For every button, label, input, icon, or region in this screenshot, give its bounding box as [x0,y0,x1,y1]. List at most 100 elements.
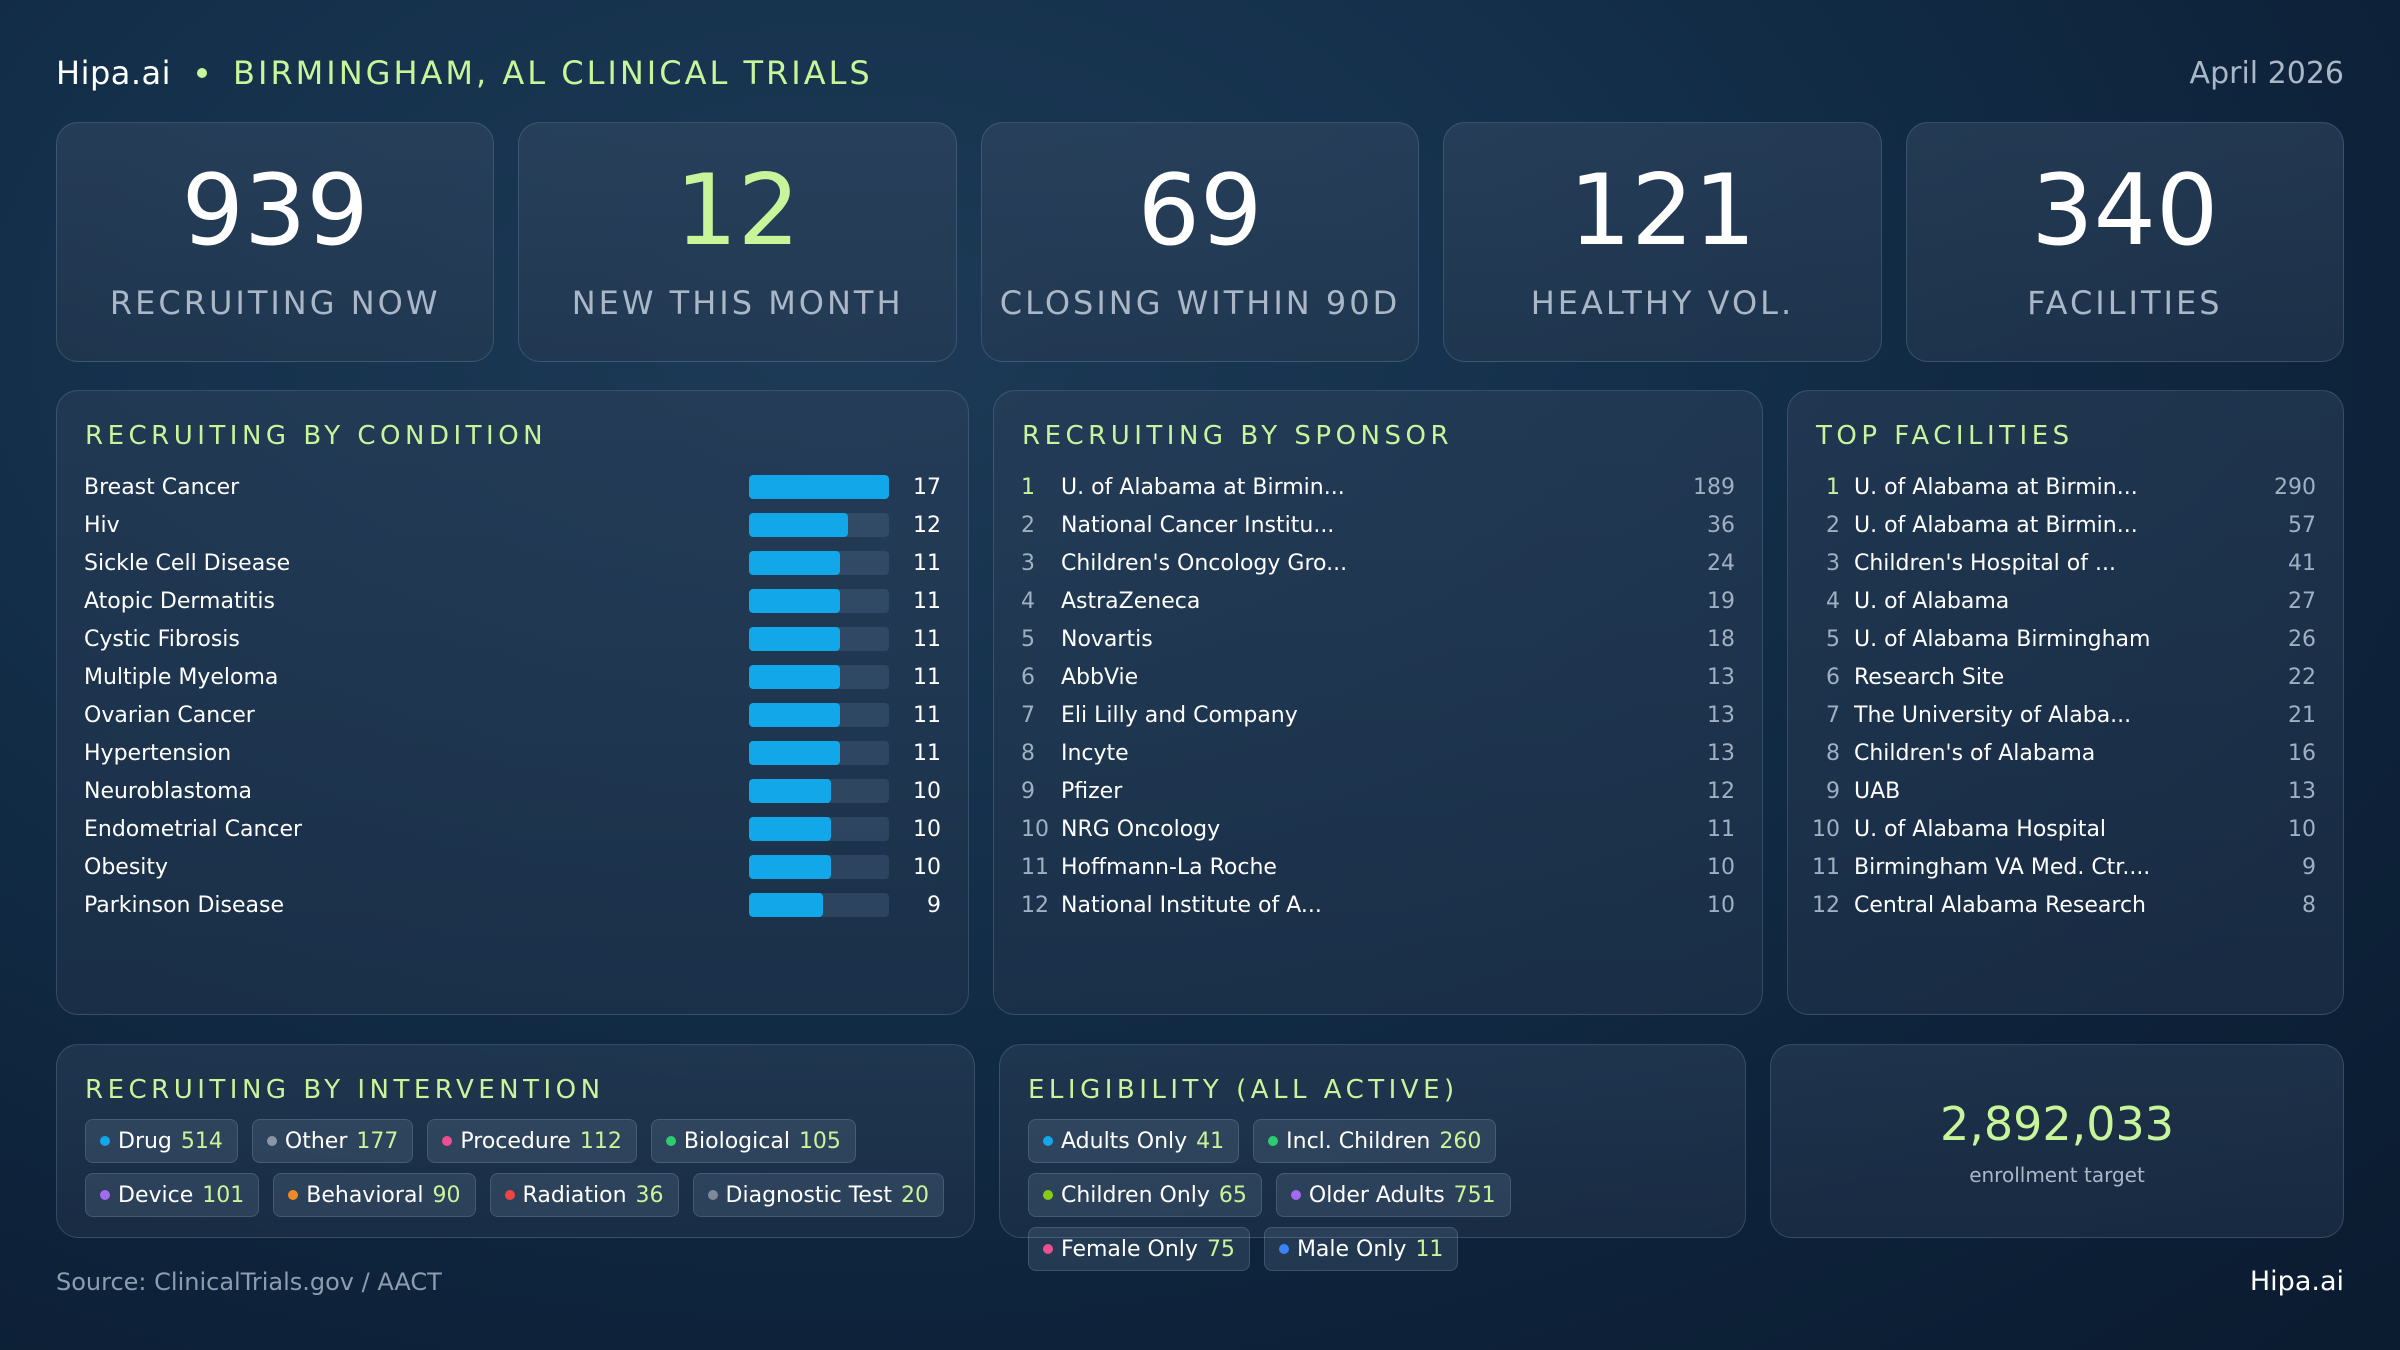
facility-count: 21 [2288,702,2316,728]
sponsor-rank: 4 [1021,588,1035,614]
sponsor-count: 19 [1707,588,1735,614]
facility-row[interactable]: 12 Central Alabama Research 8 [1802,886,2316,924]
condition-value: 11 [913,626,941,652]
intervention-chip[interactable]: Drug 514 [85,1119,238,1163]
eligibility-chip[interactable]: Adults Only 41 [1028,1119,1240,1163]
facility-rank: 8 [1826,740,1840,766]
sponsor-rank: 10 [1021,816,1049,842]
facility-row[interactable]: 3 Children's Hospital of ... 41 [1802,544,2316,582]
sponsor-row[interactable]: 8 Incyte 13 [1021,734,1735,772]
intervention-chip[interactable]: Diagnostic Test 20 [692,1173,945,1217]
sponsor-name: National Institute of A... [1061,892,1322,918]
facility-row[interactable]: 4 U. of Alabama 27 [1802,582,2316,620]
eligibility-count: 65 [1218,1182,1247,1208]
intervention-chip[interactable]: Other 177 [251,1119,414,1163]
eligibility-chip[interactable]: Older Adults 751 [1275,1173,1511,1217]
condition-row: Cystic Fibrosis 11 [84,620,941,658]
separator-dot-icon [197,68,208,78]
condition-value: 11 [913,588,941,614]
eligibility-chip[interactable]: Incl. Children 260 [1253,1119,1497,1163]
sponsor-count: 12 [1707,778,1735,804]
condition-row: Obesity 10 [84,848,941,886]
sponsor-row[interactable]: 2 National Cancer Institu... 36 [1021,506,1735,544]
condition-value: 10 [913,778,941,804]
facility-count: 8 [2302,892,2316,918]
facility-name: Children's Hospital of ... [1854,550,2116,576]
facility-row[interactable]: 11 Birmingham VA Med. Ctr.... 9 [1802,848,2316,886]
intervention-chip[interactable]: Biological 105 [650,1119,856,1163]
intervention-chip[interactable]: Device 101 [85,1173,260,1217]
condition-row: Atopic Dermatitis 11 [84,582,941,620]
facility-row[interactable]: 7 The University of Alaba... 21 [1802,696,2316,734]
facility-name: U. of Alabama Hospital [1854,816,2107,842]
sponsor-count: 18 [1707,626,1735,652]
sponsor-name: Eli Lilly and Company [1061,702,1298,728]
sponsor-count: 189 [1693,474,1735,500]
intervention-chip[interactable]: Radiation 36 [489,1173,679,1217]
facility-count: 41 [2288,550,2316,576]
condition-bar [749,893,824,917]
sponsor-name: Hoffmann-La Roche [1061,854,1277,880]
intervention-label: Drug [118,1128,172,1154]
dot-icon [1043,1136,1053,1146]
condition-value: 10 [913,816,941,842]
condition-row: Hiv 12 [84,506,941,544]
sponsor-row[interactable]: 3 Children's Oncology Gro... 24 [1021,544,1735,582]
sponsor-row[interactable]: 10 NRG Oncology 11 [1021,810,1735,848]
sponsor-name: Pfizer [1061,778,1123,804]
facility-name: Central Alabama Research [1854,892,2147,918]
eligibility-chips: Adults Only 41 Incl. Children 260 Children O… [1028,1119,1725,1271]
sponsor-row[interactable]: 4 AstraZeneca 19 [1021,582,1735,620]
sponsor-row[interactable]: 12 National Institute of A... 10 [1021,886,1735,924]
intervention-count: 112 [579,1128,622,1154]
facility-name: UAB [1854,778,1901,804]
facility-row[interactable]: 5 U. of Alabama Birmingham 26 [1802,620,2316,658]
condition-name: Cystic Fibrosis [84,626,240,652]
facility-count: 26 [2288,626,2316,652]
condition-name: Hiv [84,512,120,538]
facility-name: U. of Alabama at Birmin... [1854,474,2138,500]
sponsor-row[interactable]: 11 Hoffmann-La Roche 10 [1021,848,1735,886]
header: Hipa.ai BIRMINGHAM, AL CLINICAL TRIALS A… [56,48,2344,98]
sponsor-row[interactable]: 1 U. of Alabama at Birmin... 189 [1021,468,1735,506]
condition-bar-track [749,703,889,727]
sponsor-row[interactable]: 5 Novartis 18 [1021,620,1735,658]
facility-row[interactable]: 8 Children's of Alabama 16 [1802,734,2316,772]
condition-bar [749,741,840,765]
condition-bar-track [749,893,889,917]
facility-count: 22 [2288,664,2316,690]
dot-icon [100,1136,110,1146]
footer-brand: Hipa.ai [2249,1266,2344,1297]
facility-name: U. of Alabama Birmingham [1854,626,2151,652]
condition-name: Endometrial Cancer [84,816,303,842]
intervention-chips: Drug 514 Other 177 Procedure 112 Biological 105… [85,1119,954,1217]
panel-title: RECRUITING BY INTERVENTION [85,1075,605,1105]
eligibility-chip[interactable]: Children Only 65 [1028,1173,1262,1217]
facility-row[interactable]: 6 Research Site 22 [1802,658,2316,696]
kpi-card-facilities: 340 FACILITIES [1905,122,2345,362]
condition-bar [749,551,840,575]
facility-name: Research Site [1854,664,2005,690]
panel-title: ELIGIBILITY (ALL ACTIVE) [1028,1075,1459,1105]
facility-count: 9 [2302,854,2316,880]
eligibility-chip[interactable]: Male Only 11 [1263,1227,1459,1271]
facility-row[interactable]: 9 UAB 13 [1802,772,2316,810]
sponsor-row[interactable]: 9 Pfizer 12 [1021,772,1735,810]
intervention-count: 20 [901,1182,930,1208]
intervention-chip[interactable]: Behavioral 90 [273,1173,476,1217]
intervention-count: 36 [635,1182,664,1208]
dashboard-title: BIRMINGHAM, AL CLINICAL TRIALS [233,54,873,92]
kpi-card-recruiting: 939 RECRUITING NOW [56,122,495,362]
sponsor-row[interactable]: 6 AbbVie 13 [1021,658,1735,696]
facility-count: 27 [2288,588,2316,614]
facility-count: 10 [2288,816,2316,842]
sponsor-row[interactable]: 7 Eli Lilly and Company 13 [1021,696,1735,734]
condition-value: 11 [913,702,941,728]
facilities-panel: TOP FACILITIES [1787,390,2344,1015]
eligibility-chip[interactable]: Female Only 75 [1028,1227,1250,1271]
facility-rank: 5 [1826,626,1840,652]
intervention-chip[interactable]: Procedure 112 [427,1119,637,1163]
facility-row[interactable]: 1 U. of Alabama at Birmin... 290 [1802,468,2316,506]
facility-row[interactable]: 2 U. of Alabama at Birmin... 57 [1802,506,2316,544]
facility-row[interactable]: 10 U. of Alabama Hospital 10 [1802,810,2316,848]
